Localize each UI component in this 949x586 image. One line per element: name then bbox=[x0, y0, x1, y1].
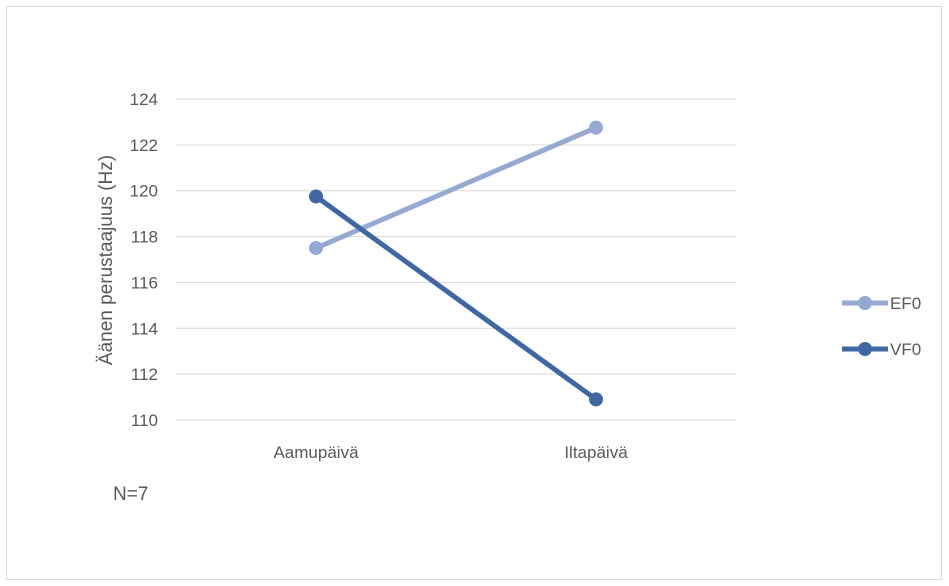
y-tick-labels: 110 112 114 116 118 120 122 124 bbox=[130, 90, 158, 430]
chart-frame bbox=[6, 6, 942, 580]
y-tick-label: 120 bbox=[130, 182, 158, 201]
legend-marker bbox=[858, 342, 872, 356]
y-tick-label: 122 bbox=[130, 136, 158, 155]
data-point-vf0 bbox=[589, 392, 603, 407]
y-tick-label: 112 bbox=[131, 365, 158, 384]
gridlines bbox=[176, 98, 736, 421]
series-line-ef0 bbox=[313, 125, 599, 251]
legend-item-vf0: VF0 bbox=[842, 340, 921, 359]
sample-size-note: N=7 bbox=[113, 484, 148, 505]
y-tick-label: 124 bbox=[130, 90, 158, 109]
x-tick-label: Aamupäivä bbox=[273, 443, 359, 462]
data-point-ef0 bbox=[589, 120, 603, 135]
y-tick-label: 118 bbox=[131, 228, 158, 247]
y-tick-label: 110 bbox=[131, 411, 158, 430]
legend-label: VF0 bbox=[890, 340, 921, 359]
x-tick-labels: Aamupäivä Iltapäivä bbox=[273, 443, 628, 462]
y-axis-title: Äänen perustaajuus (Hz) bbox=[96, 155, 117, 365]
x-tick-label: Iltapäivä bbox=[564, 443, 628, 462]
legend-item-ef0: EF0 bbox=[842, 294, 921, 313]
y-tick-label: 116 bbox=[131, 273, 158, 292]
y-tick-label: 114 bbox=[131, 319, 158, 338]
legend: EF0 VF0 bbox=[842, 294, 921, 359]
data-point-vf0 bbox=[309, 189, 323, 204]
series-lines bbox=[309, 120, 603, 407]
series-line-vf0 bbox=[313, 193, 599, 402]
legend-marker bbox=[858, 296, 872, 310]
legend-label: EF0 bbox=[890, 294, 921, 313]
data-point-ef0 bbox=[309, 241, 323, 256]
